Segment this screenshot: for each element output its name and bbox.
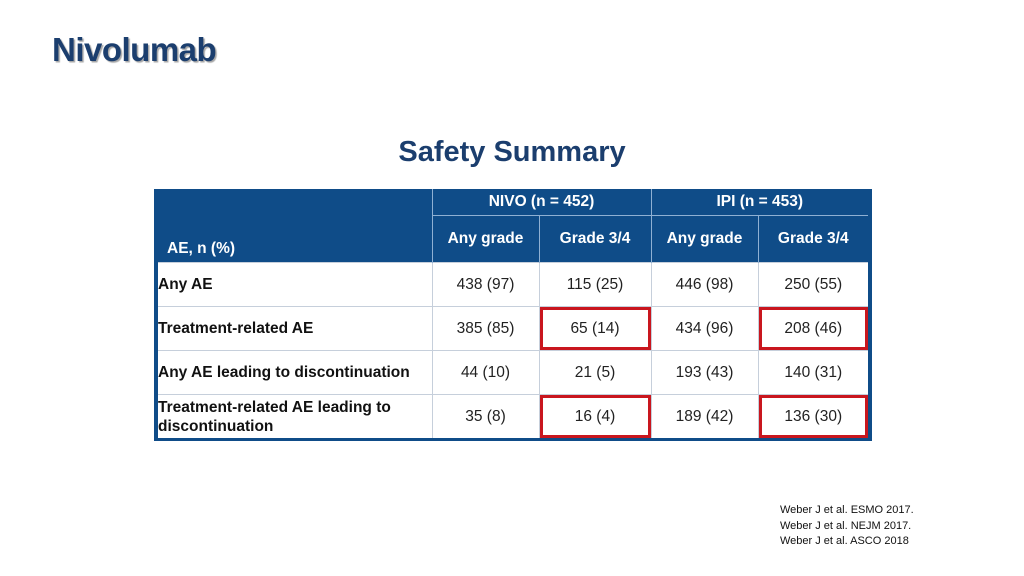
subheader-nivo-grade-3-4: Grade 3/4 [538,215,651,263]
subheader-row: Any grade Grade 3/4 Any grade Grade 3/4 [156,215,873,263]
table-row: Treatment-related AE 385 (85) 65 (14) 43… [154,306,873,351]
subheader-nivo-any-grade: Any grade [431,215,539,263]
row-label: Any AE leading to discontinuation [154,350,433,395]
row-header-label: AE, n (%) [154,189,432,263]
highlighted-cell: 65 (14) [538,306,652,351]
table-cell: 21 (5) [538,350,652,395]
reference-item: Weber J et al. ESMO 2017. [780,504,914,516]
table-cell: 140 (31) [757,350,873,395]
table-cell: 35 (8) [431,394,540,441]
table-cell: 385 (85) [431,306,540,351]
highlighted-cell: 16 (4) [538,394,652,441]
highlighted-cell: 136 (30) [757,394,873,441]
table-cell: 438 (97) [431,262,540,307]
reference-item: Weber J et al. ASCO 2018 [780,535,909,547]
references: Weber J et al. ESMO 2017. Weber J et al.… [780,503,914,550]
table-title: Safety Summary [398,136,626,168]
slide-title: Nivolumab [52,31,217,68]
table-cell: 193 (43) [650,350,759,395]
table-cell: 189 (42) [650,394,759,441]
group-header-row: AE, n (%) NIVO (n = 452) IPI (n = 453) [154,189,873,263]
table-row: Any AE 438 (97) 115 (25) 446 (98) 250 (5… [154,262,873,307]
table-cell: 446 (98) [650,262,759,307]
table-cell: 250 (55) [757,262,873,307]
safety-summary-table: AE, n (%) NIVO (n = 452) IPI (n = 453) A… [154,189,873,441]
table-cell: 115 (25) [538,262,652,307]
table-row: Any AE leading to discontinuation 44 (10… [154,350,873,395]
table-cell: 434 (96) [650,306,759,351]
group-header-nivo: NIVO (n = 452) [431,189,651,216]
group-header-ipi: IPI (n = 453) [650,189,873,216]
subheader-ipi-grade-3-4: Grade 3/4 [757,215,873,263]
subheader-ipi-any-grade: Any grade [650,215,758,263]
row-label: Any AE [154,262,433,307]
table-row: Treatment-related AE leading to disconti… [154,394,873,441]
table-cell: 44 (10) [431,350,540,395]
highlighted-cell: 208 (46) [757,306,873,351]
row-label: Treatment-related AE [154,306,433,351]
row-label: Treatment-related AE leading to disconti… [154,394,433,441]
reference-item: Weber J et al. NEJM 2017. [780,519,912,532]
